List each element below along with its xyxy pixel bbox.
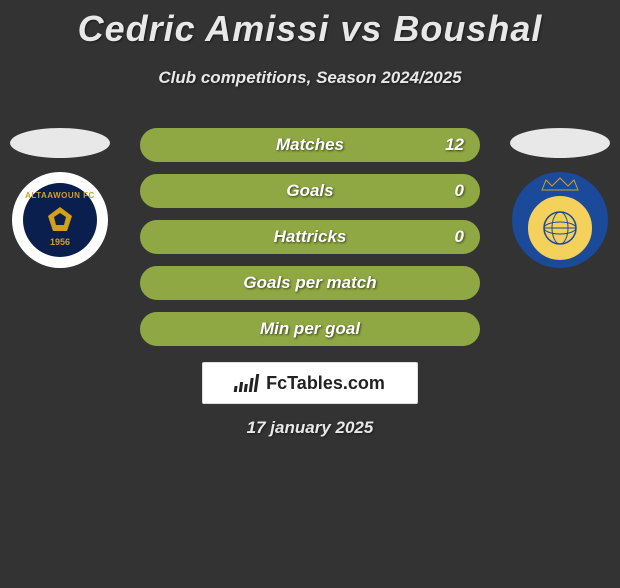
stat-value-right: 12: [445, 135, 464, 155]
stat-row: Goals 0: [140, 174, 480, 208]
club-left-year: 1956: [23, 237, 97, 247]
stat-row: Goals per match: [140, 266, 480, 300]
club-badge-left: ALTAAWOUN FC 1956: [12, 172, 108, 268]
club-badge-right: [512, 172, 608, 268]
player-left-oval: [10, 128, 110, 158]
club-left-name: ALTAAWOUN FC: [23, 191, 97, 200]
stat-label: Min per goal: [260, 319, 360, 339]
bars-logo-icon: [234, 374, 262, 392]
page-title: Cedric Amissi vs Boushal: [0, 8, 620, 50]
stat-label: Goals per match: [243, 273, 376, 293]
player-right-oval: [510, 128, 610, 158]
branding-text: FcTables.com: [266, 373, 385, 394]
crown-icon: [540, 176, 580, 194]
stat-label: Matches: [276, 135, 344, 155]
stat-label: Goals: [286, 181, 333, 201]
stats-container: Matches 12 Goals 0 Hattricks 0 Goals per match…: [140, 128, 480, 358]
stat-row: Matches 12: [140, 128, 480, 162]
stat-label: Hattricks: [274, 227, 347, 247]
stat-row: Hattricks 0: [140, 220, 480, 254]
player-left-block: ALTAAWOUN FC 1956: [0, 128, 120, 268]
stat-value-right: 0: [455, 227, 464, 247]
globe-icon: [540, 208, 580, 248]
player-right-block: [500, 128, 620, 268]
stat-value-right: 0: [455, 181, 464, 201]
subtitle: Club competitions, Season 2024/2025: [0, 68, 620, 88]
soccer-ball-icon: [45, 205, 75, 235]
date-text: 17 january 2025: [247, 418, 374, 438]
branding-box[interactable]: FcTables.com: [202, 362, 418, 404]
stat-row: Min per goal: [140, 312, 480, 346]
